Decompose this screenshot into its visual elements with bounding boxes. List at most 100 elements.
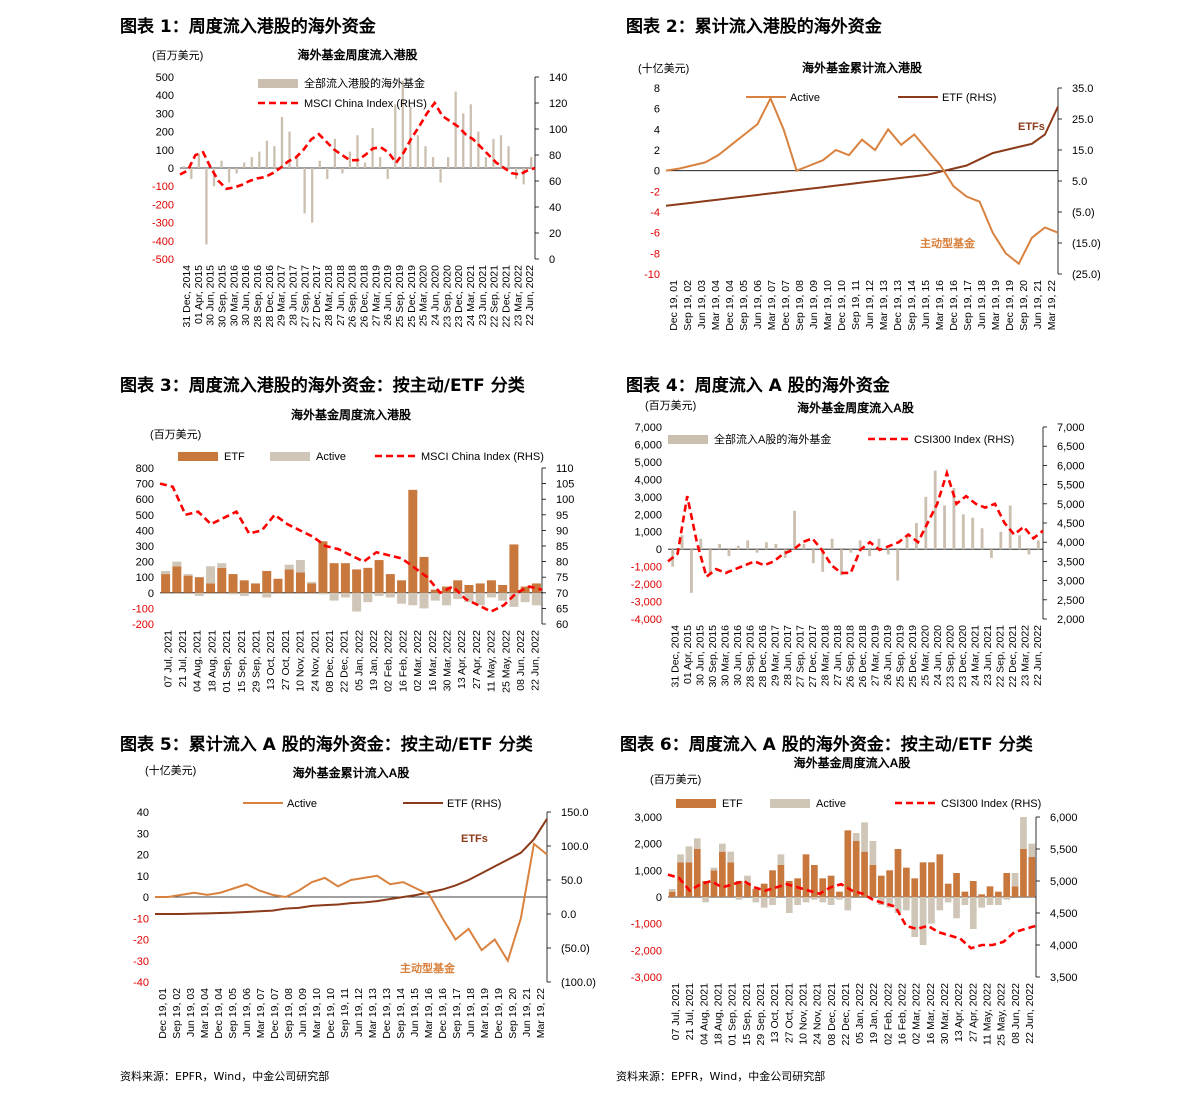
y-right-tick: (5.0) — [1072, 207, 1095, 219]
active-bar — [161, 570, 171, 575]
x-tick-label: 31 Dec, 2014 — [669, 625, 681, 688]
etf-bar — [172, 566, 182, 593]
x-tick-label: Jun 19, 03 — [696, 280, 708, 329]
active-bar — [869, 841, 877, 865]
bar — [980, 528, 984, 550]
active-bar — [1003, 897, 1011, 900]
x-tick-label: 28 Dec, 2016 — [264, 265, 276, 328]
etf-bar — [811, 865, 818, 897]
x-tick-label: Sep 19, 11 — [850, 280, 862, 330]
x-tick-label: 16 Feb, 2022 — [397, 630, 409, 692]
etf-line — [665, 106, 1059, 207]
bar — [363, 162, 367, 168]
x-tick-label: 29 Sep, 2021 — [251, 630, 263, 693]
bar — [1036, 540, 1040, 550]
active-bar — [408, 592, 418, 606]
y-left-tick: 300 — [136, 541, 154, 553]
source-left: 资料来源：EPFR，Wind，中金公司研究部 — [120, 1070, 330, 1083]
y-right-tick: 100.0 — [561, 841, 589, 853]
legend-label: CSI300 Index (RHS) — [914, 434, 1014, 446]
y-left-tick: 7,000 — [634, 422, 662, 434]
active-bar — [760, 897, 768, 908]
x-tick-label: 28 Sep, 2016 — [252, 265, 264, 328]
y-left-tick: -200 — [152, 199, 174, 211]
legend-label: ETF (RHS) — [447, 798, 501, 810]
active-bar — [318, 592, 328, 595]
active-bar — [464, 592, 474, 603]
bar — [708, 549, 712, 576]
source-right: 资料来源：EPFR，Wind，中金公司研究部 — [616, 1070, 826, 1083]
y-right-tick: 75 — [556, 572, 568, 584]
etf-bar — [953, 873, 960, 897]
y-left-tick: -4,000 — [631, 614, 662, 626]
bar — [288, 131, 291, 168]
x-tick-label: 10 Nov, 2021 — [797, 983, 809, 1045]
active-bar — [953, 897, 960, 919]
x-tick-label: Sep 19, 17 — [451, 988, 463, 1039]
x-tick-label: 27 Mar, 2019 — [370, 265, 382, 326]
bar — [1027, 549, 1031, 555]
active-bar — [978, 897, 985, 908]
bar — [182, 166, 185, 168]
active-bar — [827, 897, 835, 905]
active-bar — [944, 897, 952, 903]
active-bar — [852, 833, 860, 841]
bar — [484, 157, 488, 168]
bar — [205, 168, 208, 245]
x-tick-label: Mar 19, 04 — [710, 280, 722, 330]
index-line — [159, 482, 543, 613]
active-bar — [172, 561, 182, 567]
legend-label: CSI300 Index (RHS) — [941, 798, 1041, 810]
active-bar — [903, 897, 910, 911]
x-tick-label: 23 Sep, 2020 — [441, 265, 453, 328]
bar — [295, 157, 299, 168]
y-left-tick: 10 — [137, 871, 149, 883]
fig3-chart: 海外基金周度流入港股(百万美元)800700600500400300200100… — [132, 407, 574, 693]
y-left-tick: 0 — [148, 588, 154, 600]
y-left-tick: 6 — [654, 104, 660, 116]
bar — [477, 131, 480, 168]
etf-bar — [509, 544, 519, 593]
etf-bar — [693, 849, 701, 897]
etf-bar — [385, 574, 395, 593]
x-tick-label: 04 Aug, 2021 — [698, 983, 710, 1045]
x-tick-label: 27 Apr, 2022 — [471, 630, 483, 689]
bar — [811, 549, 815, 564]
x-tick-label: Jun 19, 12 — [353, 988, 365, 1037]
y-right-tick: 20 — [549, 228, 561, 240]
bar — [220, 160, 223, 168]
y-left-tick: 100 — [156, 145, 174, 157]
bar — [896, 549, 900, 581]
bar — [469, 104, 472, 168]
bar — [409, 106, 412, 168]
y-left-tick: 20 — [137, 850, 149, 862]
etf-bar — [844, 830, 852, 897]
x-tick-label: Jun 19, 18 — [465, 988, 477, 1037]
y-left-tick: -100 — [132, 603, 154, 615]
etf-bar — [206, 583, 216, 593]
bar — [905, 535, 909, 550]
y-right-tick: 100 — [549, 124, 567, 136]
bar — [793, 510, 796, 550]
y-right-tick: 15.0 — [1072, 145, 1093, 157]
chart-title: 海外基金周度流入A股 — [797, 400, 915, 415]
etf-bar — [760, 883, 768, 897]
active-bar — [777, 854, 785, 865]
x-tick-label: 13 Apr, 2022 — [456, 630, 468, 689]
bar — [507, 146, 510, 168]
bar — [341, 168, 344, 174]
x-tick-label: 28 Mar, 2018 — [323, 265, 335, 326]
etf-bar — [397, 580, 407, 593]
x-tick-label: 13 Oct, 2021 — [769, 983, 781, 1043]
y-left-tick: -200 — [132, 619, 154, 631]
x-tick-label: 02 Mar, 2022 — [412, 630, 424, 691]
bar — [250, 157, 253, 168]
x-tick-label: Mar 19, 10 — [822, 280, 834, 330]
x-tick-label: 15 Sep, 2021 — [741, 983, 753, 1046]
bar — [952, 488, 956, 550]
bar — [190, 168, 193, 179]
x-tick-label: 22 Dec, 2021 — [339, 630, 351, 693]
y-right-tick: 50.0 — [561, 875, 582, 887]
active-bar — [475, 592, 485, 606]
bar — [868, 549, 871, 557]
